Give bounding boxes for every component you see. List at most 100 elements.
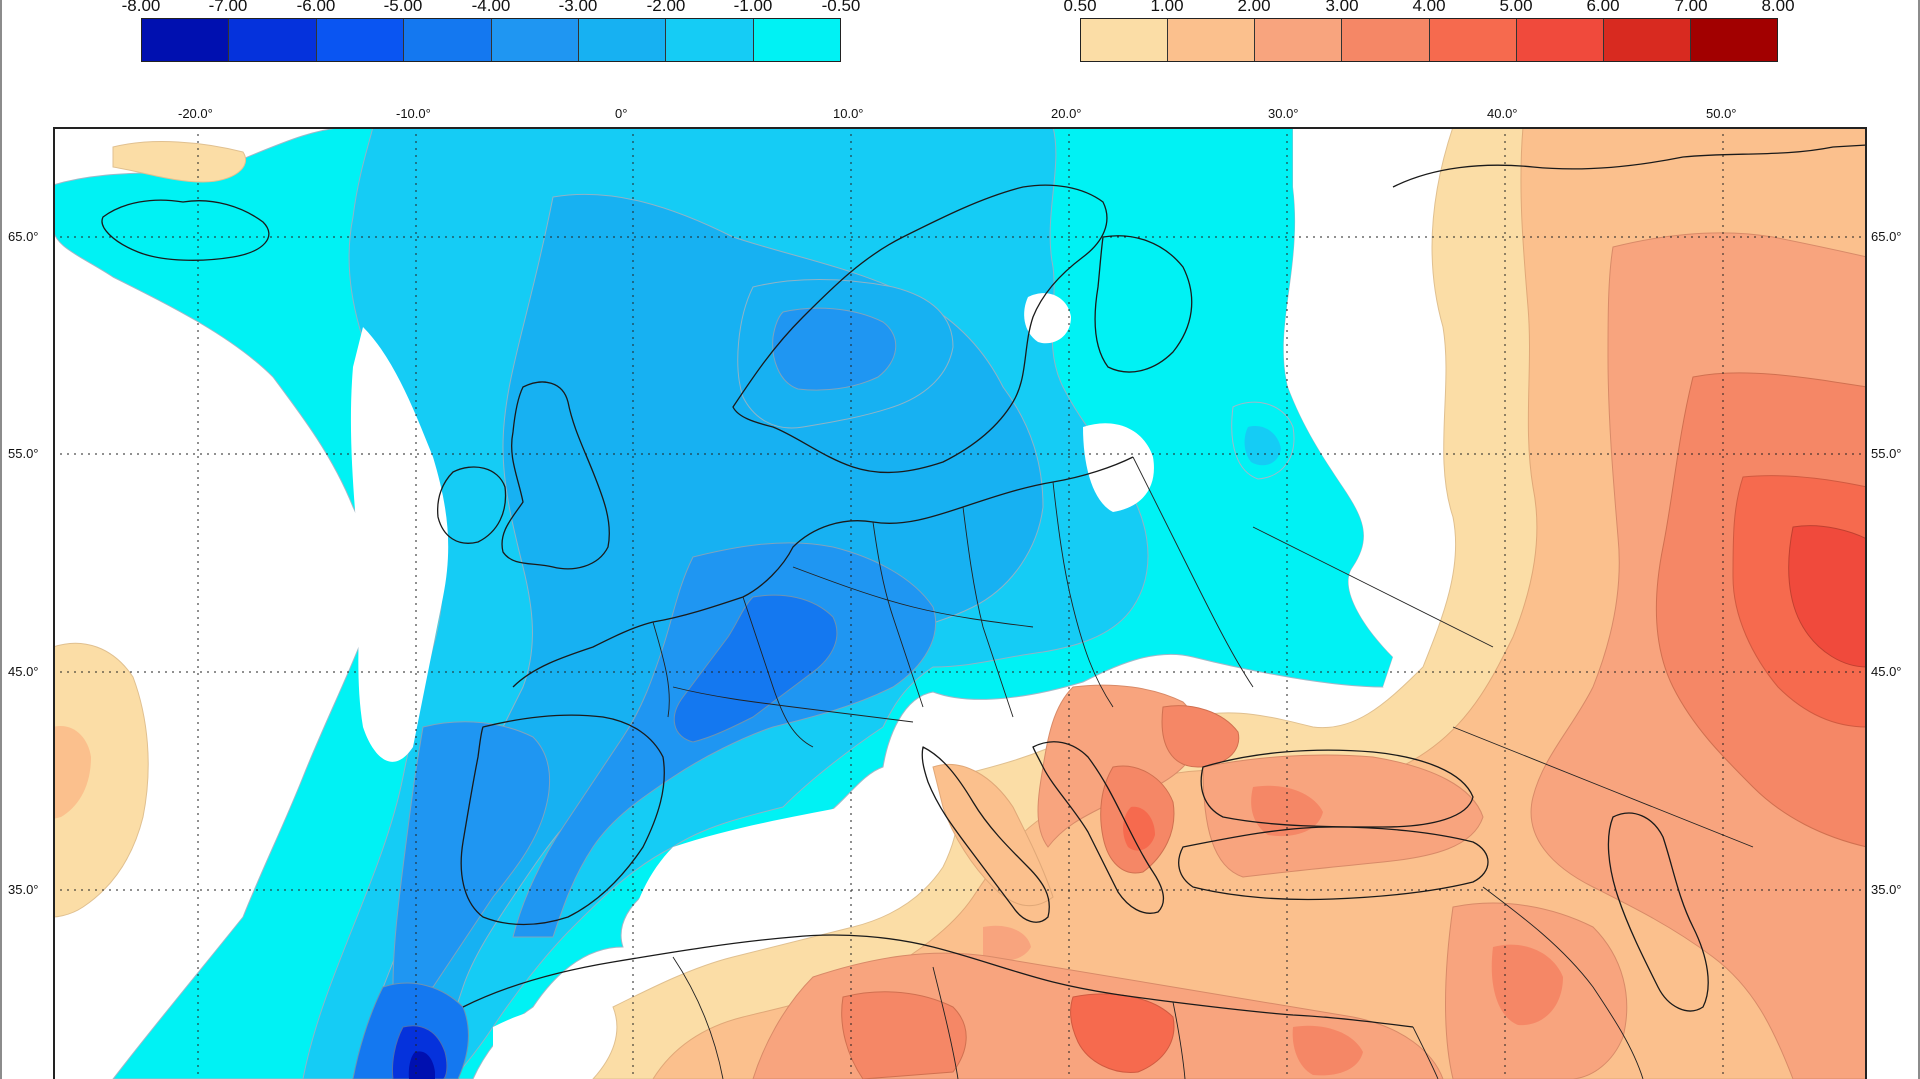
anomaly-region-warm-sicily bbox=[983, 925, 1031, 961]
legend-label: -2.00 bbox=[646, 0, 686, 15]
coastline-iberia bbox=[460, 714, 665, 926]
legend-label: 7.00 bbox=[1674, 0, 1708, 15]
legend-label: 6.00 bbox=[1586, 0, 1620, 15]
anomaly-region-warm-greece-core bbox=[1123, 806, 1155, 851]
legend-label: -6.00 bbox=[296, 0, 336, 15]
legend-label: -7.00 bbox=[208, 0, 248, 15]
neutral-zone-russia-west bbox=[1283, 127, 1456, 689]
legend-label: 1.00 bbox=[1150, 0, 1184, 15]
border-line bbox=[792, 566, 1034, 628]
coastline-norway-sweden bbox=[732, 184, 1108, 474]
legend-swatch bbox=[316, 19, 405, 61]
longitude-label: 50.0° bbox=[1706, 106, 1737, 121]
border-line bbox=[1252, 526, 1494, 648]
coastline-great-britain bbox=[501, 381, 610, 570]
legend-color-bar bbox=[141, 18, 841, 62]
longitude-label: 40.0° bbox=[1487, 106, 1518, 121]
legend-label: -5.00 bbox=[383, 0, 423, 15]
coastline-iceland bbox=[101, 199, 270, 261]
legend-label: 3.00 bbox=[1325, 0, 1359, 15]
map-canvas bbox=[53, 127, 1867, 1079]
graticule bbox=[53, 127, 1867, 1079]
border-line bbox=[742, 596, 814, 748]
longitude-label: -20.0° bbox=[178, 106, 213, 121]
anomaly-region-warm-turkey bbox=[1202, 754, 1484, 878]
legend-label: -0.50 bbox=[821, 0, 861, 15]
coastline-black-sea bbox=[1200, 749, 1474, 828]
anomaly-region-warm-north-atlantic bbox=[112, 141, 246, 183]
latitude-label-right: 55.0° bbox=[1871, 446, 1902, 461]
legend-swatch bbox=[1255, 19, 1343, 61]
legend-positive: 0.50 1.00 2.00 3.00 4.00 5.00 6.00 7.00 … bbox=[1063, 0, 1795, 64]
legend-label: -4.00 bbox=[471, 0, 511, 15]
anomaly-region-warm-italy bbox=[932, 763, 1054, 907]
latitude-label-left: 65.0° bbox=[8, 229, 39, 244]
anomaly-region-warm-libya-core bbox=[1070, 993, 1175, 1073]
legend-label: 4.00 bbox=[1412, 0, 1446, 15]
coastline-finland bbox=[1094, 235, 1193, 373]
border-line bbox=[672, 956, 724, 1079]
border-line bbox=[1172, 1001, 1186, 1079]
legend-swatch bbox=[1081, 19, 1169, 61]
legend-label: -1.00 bbox=[733, 0, 773, 15]
legend-label: -3.00 bbox=[558, 0, 598, 15]
coastline-turkey bbox=[1178, 826, 1489, 901]
anomaly-region-warm-middle-east-core bbox=[1491, 944, 1563, 1026]
coastline-europe-west bbox=[512, 456, 1134, 688]
border-line bbox=[932, 966, 959, 1079]
anomaly-region-warm-libya bbox=[841, 991, 967, 1079]
anomaly-region-warm-atlantic bbox=[53, 642, 149, 918]
anomaly-region-cold-darker bbox=[673, 594, 838, 743]
legend-swatch bbox=[578, 19, 667, 61]
neutral-zone-atlantic-east bbox=[350, 327, 449, 762]
legend-label: 5.00 bbox=[1499, 0, 1533, 15]
legend-negative: -8.00 -7.00 -6.00 -5.00 -4.00 -3.00 -2.0… bbox=[122, 0, 860, 64]
legend-swatch bbox=[666, 19, 754, 61]
anomaly-region-cold-iberia bbox=[392, 721, 551, 988]
legend-color-bar bbox=[1080, 18, 1778, 62]
map-panel bbox=[53, 127, 1867, 1079]
legend-swatch bbox=[1603, 19, 1691, 61]
left-edge bbox=[0, 0, 2, 1079]
legend-swatch bbox=[1690, 19, 1777, 61]
coastline-italy bbox=[921, 746, 1050, 923]
coastlines bbox=[101, 144, 1867, 1028]
coastline-arctic-east bbox=[1392, 144, 1867, 188]
anomaly-region-warm-atlantic-core bbox=[53, 726, 91, 819]
latitude-label-right: 35.0° bbox=[1871, 882, 1902, 897]
legend-swatch bbox=[1516, 19, 1604, 61]
longitude-label: 20.0° bbox=[1051, 106, 1082, 121]
border-line bbox=[1452, 726, 1754, 848]
border-line bbox=[1412, 1026, 1439, 1079]
legend-label: 2.00 bbox=[1237, 0, 1271, 15]
anomaly-region-warm-bulgaria bbox=[1161, 705, 1240, 768]
legend-swatch bbox=[1342, 19, 1430, 61]
coastline-balkans bbox=[1032, 741, 1165, 914]
longitude-label: 30.0° bbox=[1268, 106, 1299, 121]
border-line bbox=[1132, 456, 1254, 688]
border-line bbox=[1482, 886, 1644, 1079]
legend-swatch bbox=[1429, 19, 1517, 61]
anomaly-region-cold-morocco-peak bbox=[408, 1051, 435, 1079]
neutral-zone-baltic bbox=[1083, 423, 1154, 512]
coastline-caspian bbox=[1607, 812, 1709, 1012]
border-line bbox=[872, 521, 924, 708]
longitude-label: 0° bbox=[615, 106, 628, 121]
borders bbox=[652, 456, 1754, 1079]
legend-swatch bbox=[491, 19, 579, 61]
anomaly-region-warm-red-core bbox=[1788, 525, 1867, 668]
neutral-zone-mediterranean-west bbox=[630, 767, 944, 957]
longitude-label: 10.0° bbox=[833, 106, 864, 121]
anomaly-region-cold-russia-core bbox=[1244, 426, 1281, 466]
map-border bbox=[53, 127, 1867, 1079]
latitude-label-left: 55.0° bbox=[8, 446, 39, 461]
legend-label: 8.00 bbox=[1761, 0, 1795, 15]
border-line bbox=[962, 506, 1014, 718]
legend-swatch bbox=[753, 19, 840, 61]
coastline-ireland bbox=[437, 466, 507, 544]
legend-label: 0.50 bbox=[1063, 0, 1097, 15]
latitude-label-right: 45.0° bbox=[1871, 664, 1902, 679]
anomaly-region-cold-scandinavia-core bbox=[772, 307, 897, 391]
latitude-label-left: 45.0° bbox=[8, 664, 39, 679]
